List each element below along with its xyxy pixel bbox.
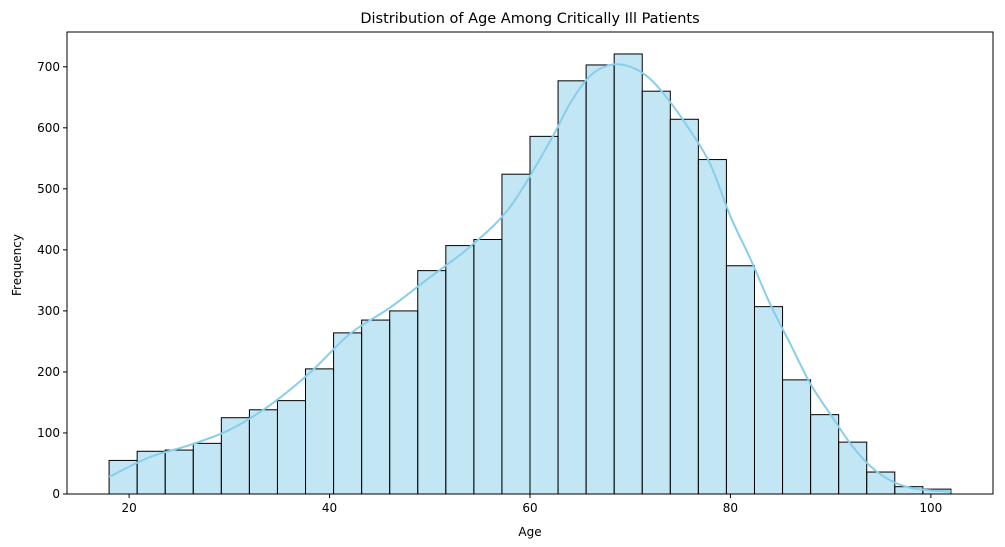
histogram-bar (333, 332, 363, 495)
histogram-bar (220, 417, 250, 495)
histogram-bar (164, 449, 194, 495)
kde-curve (108, 63, 951, 493)
histogram-bar (557, 80, 587, 495)
histogram-bar (613, 53, 643, 495)
y-tick-label: 200 (37, 365, 60, 379)
y-axis-ticks: 0 100 200 300 400 500 600 700 (37, 60, 67, 501)
histogram-bar (417, 270, 447, 495)
y-tick-label: 0 (52, 487, 60, 501)
histogram-bar (248, 409, 278, 495)
x-tick-label: 40 (322, 501, 337, 515)
x-axis-ticks: 20 40 60 80 100 (121, 494, 942, 515)
y-tick-label: 500 (37, 182, 60, 196)
histogram-bar (473, 239, 503, 495)
histogram-bar (389, 310, 419, 495)
x-tick-label: 20 (121, 501, 136, 515)
histogram-bar (276, 400, 307, 495)
histogram-bar (697, 159, 727, 495)
histogram-bar (641, 90, 671, 495)
histogram-bar (753, 306, 784, 495)
x-tick-label: 100 (919, 501, 942, 515)
chart-title: Distribution of Age Among Critically Ill… (360, 11, 699, 27)
histogram-bar (361, 319, 391, 495)
histogram-bar (782, 379, 812, 495)
y-axis-label: Frequency (10, 234, 24, 296)
histogram-bar (445, 245, 475, 495)
histogram-bar (669, 118, 699, 495)
x-axis-label: Age (518, 525, 541, 539)
x-tick-label: 60 (522, 501, 537, 515)
histogram-bar (305, 368, 335, 495)
histogram-bar (838, 441, 868, 495)
y-tick-label: 100 (37, 426, 60, 440)
y-tick-label: 600 (37, 121, 60, 135)
x-tick-label: 80 (723, 501, 738, 515)
histogram-bar (192, 442, 222, 495)
bars-group (108, 53, 952, 495)
y-tick-label: 300 (37, 304, 60, 318)
histogram-bar (810, 414, 840, 495)
histogram-bar (529, 135, 559, 495)
y-tick-label: 700 (37, 60, 60, 74)
histogram-bar (585, 64, 615, 495)
histogram-bar (136, 450, 166, 495)
histogram-bar (725, 265, 755, 495)
histogram-bar (501, 173, 531, 495)
y-tick-label: 400 (37, 243, 60, 257)
